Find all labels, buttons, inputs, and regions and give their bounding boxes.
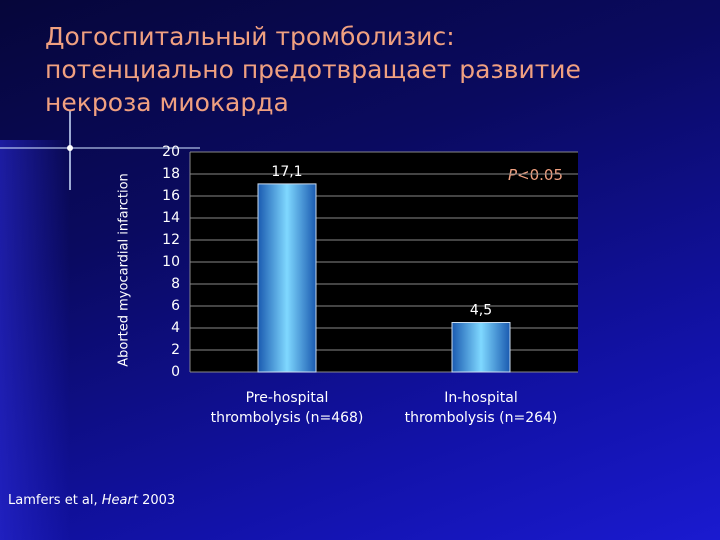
bar xyxy=(451,322,511,373)
title-line: некроза миокарда xyxy=(45,88,289,117)
y-axis-label: Aborted myocardial infarction xyxy=(117,173,132,367)
source: Lamfers et al, Heart 2003 xyxy=(8,493,175,508)
y-tick-label: 8 xyxy=(171,276,180,292)
y-tick-label: 2 xyxy=(171,342,180,358)
side-glow xyxy=(0,140,70,540)
title: Догоспитальный тромболизис: потенциально … xyxy=(45,22,581,117)
value-label: 17,1 xyxy=(271,164,302,180)
title-line: потенциально предотвращает развитие xyxy=(45,55,581,84)
y-tick-label: 6 xyxy=(171,298,180,314)
y-tick-label: 4 xyxy=(171,320,180,336)
x-tick-label: In-hospital thrombolysis (n=264) xyxy=(404,390,558,426)
y-tick-label: 12 xyxy=(162,232,180,248)
y-tick-label: 16 xyxy=(162,188,180,204)
sparkle xyxy=(0,110,200,190)
source-text: Lamfers et al, xyxy=(8,493,102,508)
y-tick-label: 14 xyxy=(162,210,180,226)
source-year: 2003 xyxy=(138,493,175,508)
y-tick-label: 0 xyxy=(171,364,180,380)
y-tick-label: 18 xyxy=(162,166,180,182)
source-journal: Heart xyxy=(102,493,139,508)
title-line: Догоспитальный тромболизис: xyxy=(45,22,455,51)
y-tick-label: 10 xyxy=(162,254,180,270)
y-tick-label: 20 xyxy=(162,144,180,160)
x-tick-label: Pre-hospital thrombolysis (n=468) xyxy=(210,390,364,426)
value-label: 4,5 xyxy=(470,303,492,319)
bar xyxy=(257,183,317,373)
